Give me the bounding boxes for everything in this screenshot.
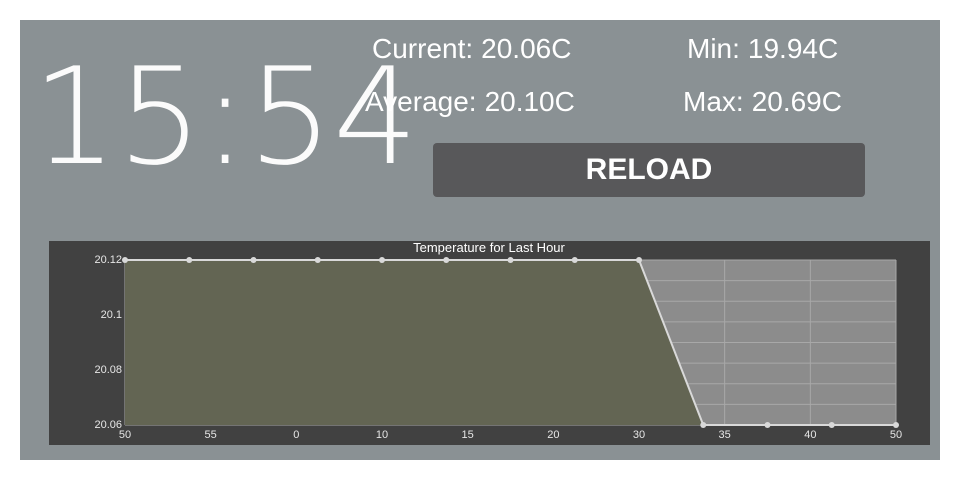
average-temperature: Average: 20.10C [365,86,575,118]
chart-x-tick-label: 50 [890,429,902,441]
min-temperature-value: 19.94C [747,33,839,64]
chart-x-tick-label: 20 [547,429,559,441]
chart-area-fill [125,260,896,425]
chart-x-tick-label: 30 [633,429,645,441]
chart-data-point [571,257,578,263]
max-temperature: Max: 20.69C [683,86,842,118]
chart-data-point [764,422,771,428]
chart-data-point [828,422,835,428]
chart-x-tick-label: 15 [462,429,474,441]
chart-data-point [893,422,899,428]
current-temperature: Current: 20.06C [372,33,571,65]
chart-data-point [507,257,514,263]
temperature-chart-svg: Temperature for Last Hour 20.12 20.1 20.08… [49,241,930,445]
max-temperature-value: 20.69C [751,86,842,117]
chart-y-tick-label: 20.08 [94,364,122,376]
min-temperature-label: Min: [687,33,740,64]
chart-y-tick-label: 20.06 [94,419,122,431]
average-temperature-value: 20.10C [484,86,575,117]
max-temperature-label: Max: [683,86,744,117]
chart-data-point [636,257,642,263]
chart-x-tick-label: 35 [719,429,731,441]
chart-data-point [314,257,321,263]
chart-data-point [700,422,707,428]
chart-y-tick-label: 20.12 [94,254,122,266]
current-temperature-value: 20.06C [481,33,572,64]
chart-data-point [122,257,128,263]
chart-x-tick-label: 0 [293,429,299,441]
clock-display: 15:54 [32,39,419,195]
chart-data-point [250,257,257,263]
min-temperature: Min: 19.94C [687,33,838,65]
chart-data-point [186,257,193,263]
average-temperature-label: Average: [365,86,477,117]
chart-x-tick-label: 55 [205,429,217,441]
chart-x-tick-label: 10 [376,429,388,441]
reload-button[interactable]: RELOAD [433,143,865,197]
chart-x-tick-label: 40 [804,429,816,441]
chart-title: Temperature for Last Hour [413,241,565,255]
chart-data-point [379,257,385,263]
chart-y-tick-label: 20.1 [101,309,122,321]
dashboard-panel: 15:54 Current: 20.06C Min: 19.94C Average:… [20,20,940,460]
temperature-chart: Temperature for Last Hour 20.12 20.1 20.08… [49,241,930,445]
current-temperature-label: Current: [372,33,474,64]
chart-data-point [443,257,450,263]
chart-x-tick-label: 50 [119,429,131,441]
